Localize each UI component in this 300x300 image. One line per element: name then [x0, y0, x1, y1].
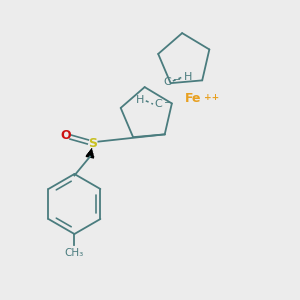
Text: S: S [88, 137, 98, 150]
Text: C: C [164, 77, 171, 87]
Text: Fe: Fe [185, 92, 202, 106]
Text: −: − [164, 98, 172, 108]
Text: H: H [136, 95, 145, 105]
Text: O: O [60, 129, 71, 142]
Text: H: H [184, 71, 193, 82]
Text: −: − [172, 75, 181, 85]
Text: ++: ++ [204, 93, 219, 102]
Text: C: C [154, 99, 162, 110]
Text: CH₃: CH₃ [65, 248, 84, 258]
